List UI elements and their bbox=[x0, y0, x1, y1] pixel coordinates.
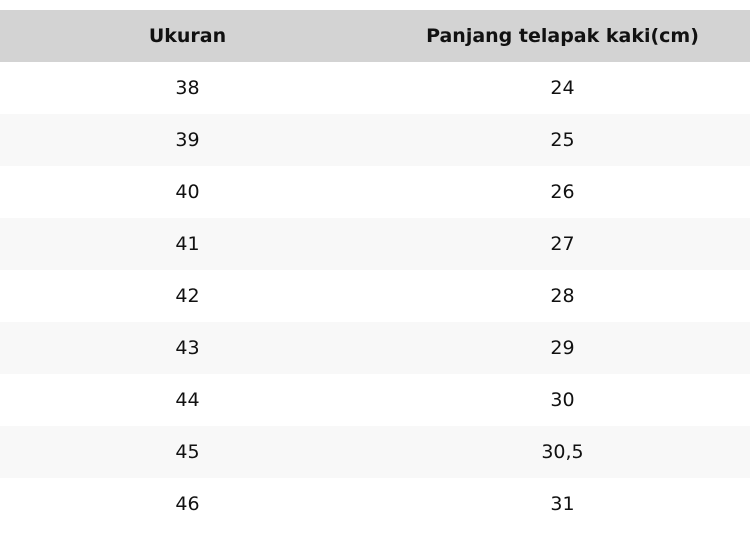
cell-panjang: 28 bbox=[375, 270, 750, 322]
cell-panjang: 29 bbox=[375, 322, 750, 374]
cell-ukuran: 44 bbox=[0, 374, 375, 426]
cell-panjang: 30,5 bbox=[375, 426, 750, 478]
table-row: 46 31 bbox=[0, 478, 750, 530]
table-row: 42 28 bbox=[0, 270, 750, 322]
cell-ukuran: 39 bbox=[0, 114, 375, 166]
cell-ukuran: 45 bbox=[0, 426, 375, 478]
table-row: 41 27 bbox=[0, 218, 750, 270]
cell-panjang: 31 bbox=[375, 478, 750, 530]
cell-ukuran: 43 bbox=[0, 322, 375, 374]
cell-ukuran: 38 bbox=[0, 62, 375, 114]
cell-ukuran: 42 bbox=[0, 270, 375, 322]
table-row: 44 30 bbox=[0, 374, 750, 426]
table-row: 39 25 bbox=[0, 114, 750, 166]
size-table: Ukuran Panjang telapak kaki(cm) 38 24 39 25… bbox=[0, 10, 750, 530]
header-panjang: Panjang telapak kaki(cm) bbox=[375, 10, 750, 62]
table-row: 38 24 bbox=[0, 62, 750, 114]
table-row: 45 30,5 bbox=[0, 426, 750, 478]
table-row: 43 29 bbox=[0, 322, 750, 374]
header-ukuran: Ukuran bbox=[0, 10, 375, 62]
header-row: Ukuran Panjang telapak kaki(cm) bbox=[0, 10, 750, 62]
cell-ukuran: 41 bbox=[0, 218, 375, 270]
cell-panjang: 24 bbox=[375, 62, 750, 114]
cell-panjang: 26 bbox=[375, 166, 750, 218]
table-row: 40 26 bbox=[0, 166, 750, 218]
cell-ukuran: 40 bbox=[0, 166, 375, 218]
cell-panjang: 25 bbox=[375, 114, 750, 166]
cell-panjang: 30 bbox=[375, 374, 750, 426]
cell-panjang: 27 bbox=[375, 218, 750, 270]
cell-ukuran: 46 bbox=[0, 478, 375, 530]
